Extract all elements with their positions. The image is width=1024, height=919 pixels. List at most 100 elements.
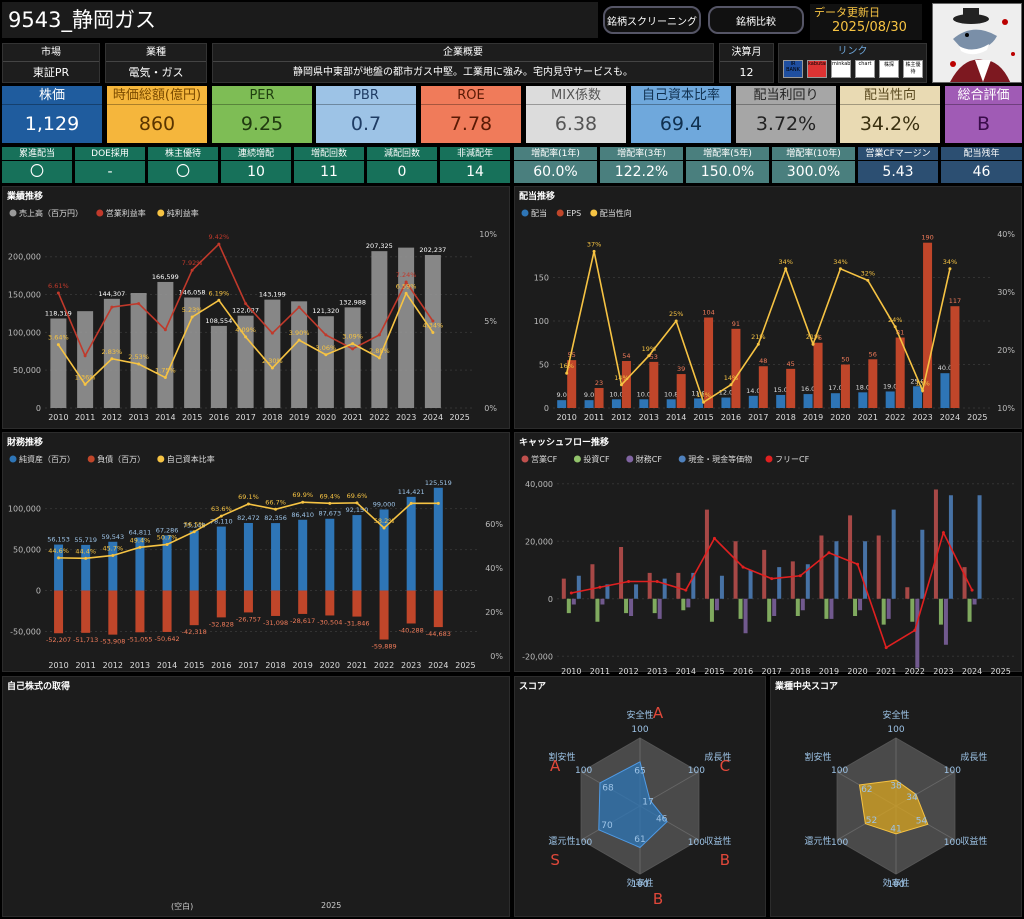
compare-button[interactable]: 銘柄比較 [708, 6, 804, 34]
x-tick: 2016 [733, 667, 753, 674]
x-tick: 2011 [590, 667, 610, 674]
bar-売上高（百万円） [50, 318, 67, 408]
line-label: 21% [751, 333, 765, 341]
radar-axis-label: 還元性 [549, 835, 576, 847]
y2-tick: 5% [484, 317, 497, 326]
bar-純資産（百万） [54, 544, 64, 591]
point-フリーCF [913, 628, 917, 632]
kpi-label: ROE [421, 86, 521, 105]
point-配当性向 [893, 325, 897, 329]
y-tick: 50,000 [13, 366, 41, 375]
bar-label: -51,055 [127, 635, 152, 643]
bar-負債（百万） [298, 590, 308, 614]
industry-value: 電気・ガス [128, 66, 184, 79]
screening-button[interactable]: 銘柄スクリーニング [603, 6, 701, 34]
radar-max: 100 [887, 725, 904, 735]
legend-label: EPS [566, 209, 581, 218]
x-tick: 2018 [790, 667, 810, 674]
radar-axis-label: 効率性 [882, 877, 909, 889]
point-フリーCF [798, 574, 802, 578]
kpi-value: 6.38 [554, 113, 598, 135]
line-label: 7.24% [396, 271, 417, 279]
bar-label: 53 [650, 353, 658, 361]
line-label: 69.6% [347, 492, 368, 500]
x-tick: 2011 [584, 413, 604, 422]
link-icon-5[interactable]: 株主優待 [903, 60, 923, 78]
kpi-label: 時価総額(億円) [107, 86, 207, 105]
legend-marker [96, 209, 104, 217]
stat-label: 増配率(3年) [600, 147, 683, 161]
legend-marker [157, 455, 165, 463]
bar-売上高（百万円） [103, 298, 120, 408]
kpi-label: PER [212, 86, 312, 105]
y2-tick: 20% [485, 608, 503, 617]
page-title: 9543_静岡ガス [2, 2, 598, 38]
point-純利益率 [297, 338, 301, 342]
line-label: 32% [861, 269, 875, 277]
kpi-value: B [976, 113, 991, 135]
bar-投資CF [566, 598, 571, 614]
point-自己資本比率 [138, 545, 142, 549]
legend-label: 現金・現金等価物 [688, 454, 752, 464]
point-営業利益率 [217, 242, 221, 246]
line-フリーCF [571, 530, 973, 649]
stat-label: 非減配年 [440, 147, 510, 161]
y2-tick: 40% [997, 230, 1015, 239]
point-配当性向 [674, 319, 678, 323]
stat-value: 150.0% [700, 164, 755, 180]
bar-投資CF [938, 598, 943, 625]
line-label: 2.53% [128, 353, 149, 361]
bar-配当 [885, 391, 895, 408]
bar-label: 81 [896, 329, 904, 337]
bar-label: 9.0 [584, 391, 594, 399]
bar-営業CF [905, 587, 910, 599]
link-icon-2[interactable]: minkabu [831, 60, 851, 78]
stat-11: 営業CFマージン 5.43 [858, 147, 938, 183]
stat-label: 増配率(1年) [514, 147, 597, 161]
radar-axis-label: 収益性 [960, 835, 987, 847]
x-tick: 2013 [130, 661, 150, 670]
bar-配当 [666, 399, 676, 408]
point-純利益率 [217, 298, 221, 302]
point-純利益率 [324, 353, 328, 357]
bar-label: 39 [677, 365, 685, 373]
bar-財務CF [600, 598, 605, 605]
link-icon-0[interactable]: IR BANK [783, 60, 803, 78]
link-icon-1[interactable]: kabutan [807, 60, 827, 78]
bar-label: 10.0 [637, 390, 651, 398]
bar-負債（百万） [108, 590, 118, 635]
x-tick: 2025 [991, 667, 1011, 674]
bar-label: 64,811 [129, 528, 152, 536]
bar-営業CF [848, 515, 853, 599]
kpi-2: PER 9.25 [212, 86, 312, 143]
point-営業利益率 [244, 302, 248, 306]
bar-label: 86,410 [291, 511, 314, 519]
x-tick: 2015 [184, 661, 204, 670]
bar-投資CF [795, 598, 800, 616]
legend-marker [9, 209, 17, 217]
bar-label: 87,673 [318, 510, 341, 518]
bar-負債（百万） [271, 590, 281, 616]
bar-営業CF [819, 535, 824, 599]
bar-現金・現金等価物 [605, 584, 610, 599]
x-tick: 2017 [762, 667, 782, 674]
bar-投資CF [738, 598, 743, 619]
bar-label: 59,543 [101, 533, 124, 541]
point-フリーCF [941, 531, 945, 535]
bar-label: 104 [702, 309, 714, 317]
link-icon-3[interactable]: chart [855, 60, 875, 78]
bar-現金・現金等価物 [634, 584, 639, 599]
x-tick: 2016 [209, 413, 229, 422]
y-tick: 0 [36, 587, 41, 596]
link-icon-4[interactable]: 株探 [879, 60, 899, 78]
stat-value: 122.2% [614, 164, 669, 180]
point-営業利益率 [270, 331, 274, 335]
line-label: 44.4% [75, 547, 96, 555]
point-配当性向 [756, 342, 760, 346]
stat-5: 減配回数 0 [367, 147, 437, 183]
bar-配当 [940, 373, 950, 408]
line-label: 9.42% [209, 233, 230, 241]
y-tick: 150 [534, 274, 549, 283]
x-tick: 2010 [561, 667, 581, 674]
bar-EPS [786, 368, 796, 408]
